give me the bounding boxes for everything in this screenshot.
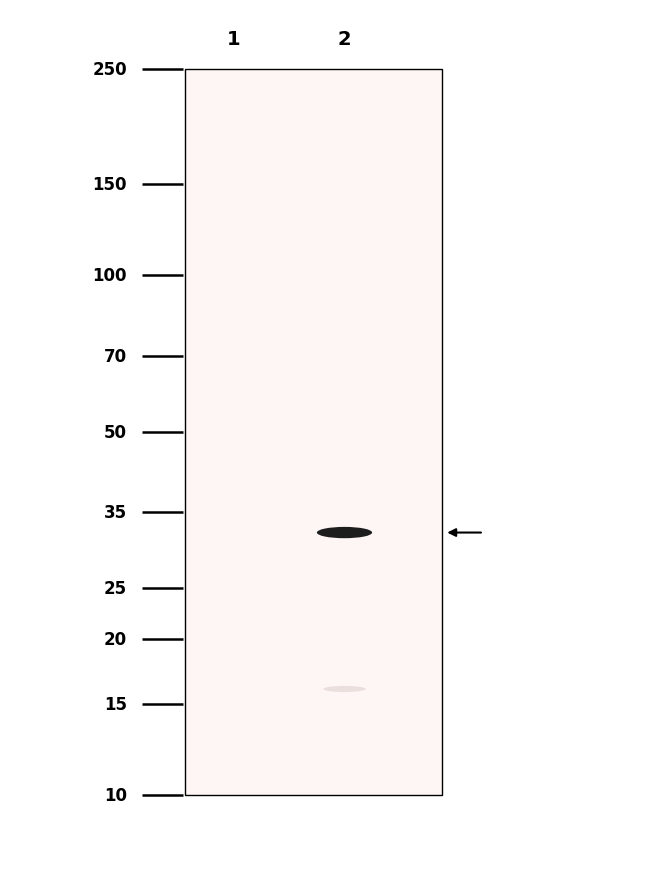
Text: 15: 15 [104,694,127,713]
Ellipse shape [324,687,365,693]
Text: 1: 1 [227,30,240,49]
Text: 50: 50 [104,423,127,441]
Text: 20: 20 [103,630,127,648]
Text: 25: 25 [103,580,127,598]
Text: 10: 10 [104,786,127,804]
Bar [185,70,442,795]
Text: 250: 250 [92,61,127,78]
Ellipse shape [317,527,372,539]
Text: 2: 2 [338,30,351,49]
Text: 100: 100 [92,267,127,285]
Text: 35: 35 [103,504,127,521]
Text: 70: 70 [103,348,127,366]
Text: 150: 150 [92,176,127,194]
